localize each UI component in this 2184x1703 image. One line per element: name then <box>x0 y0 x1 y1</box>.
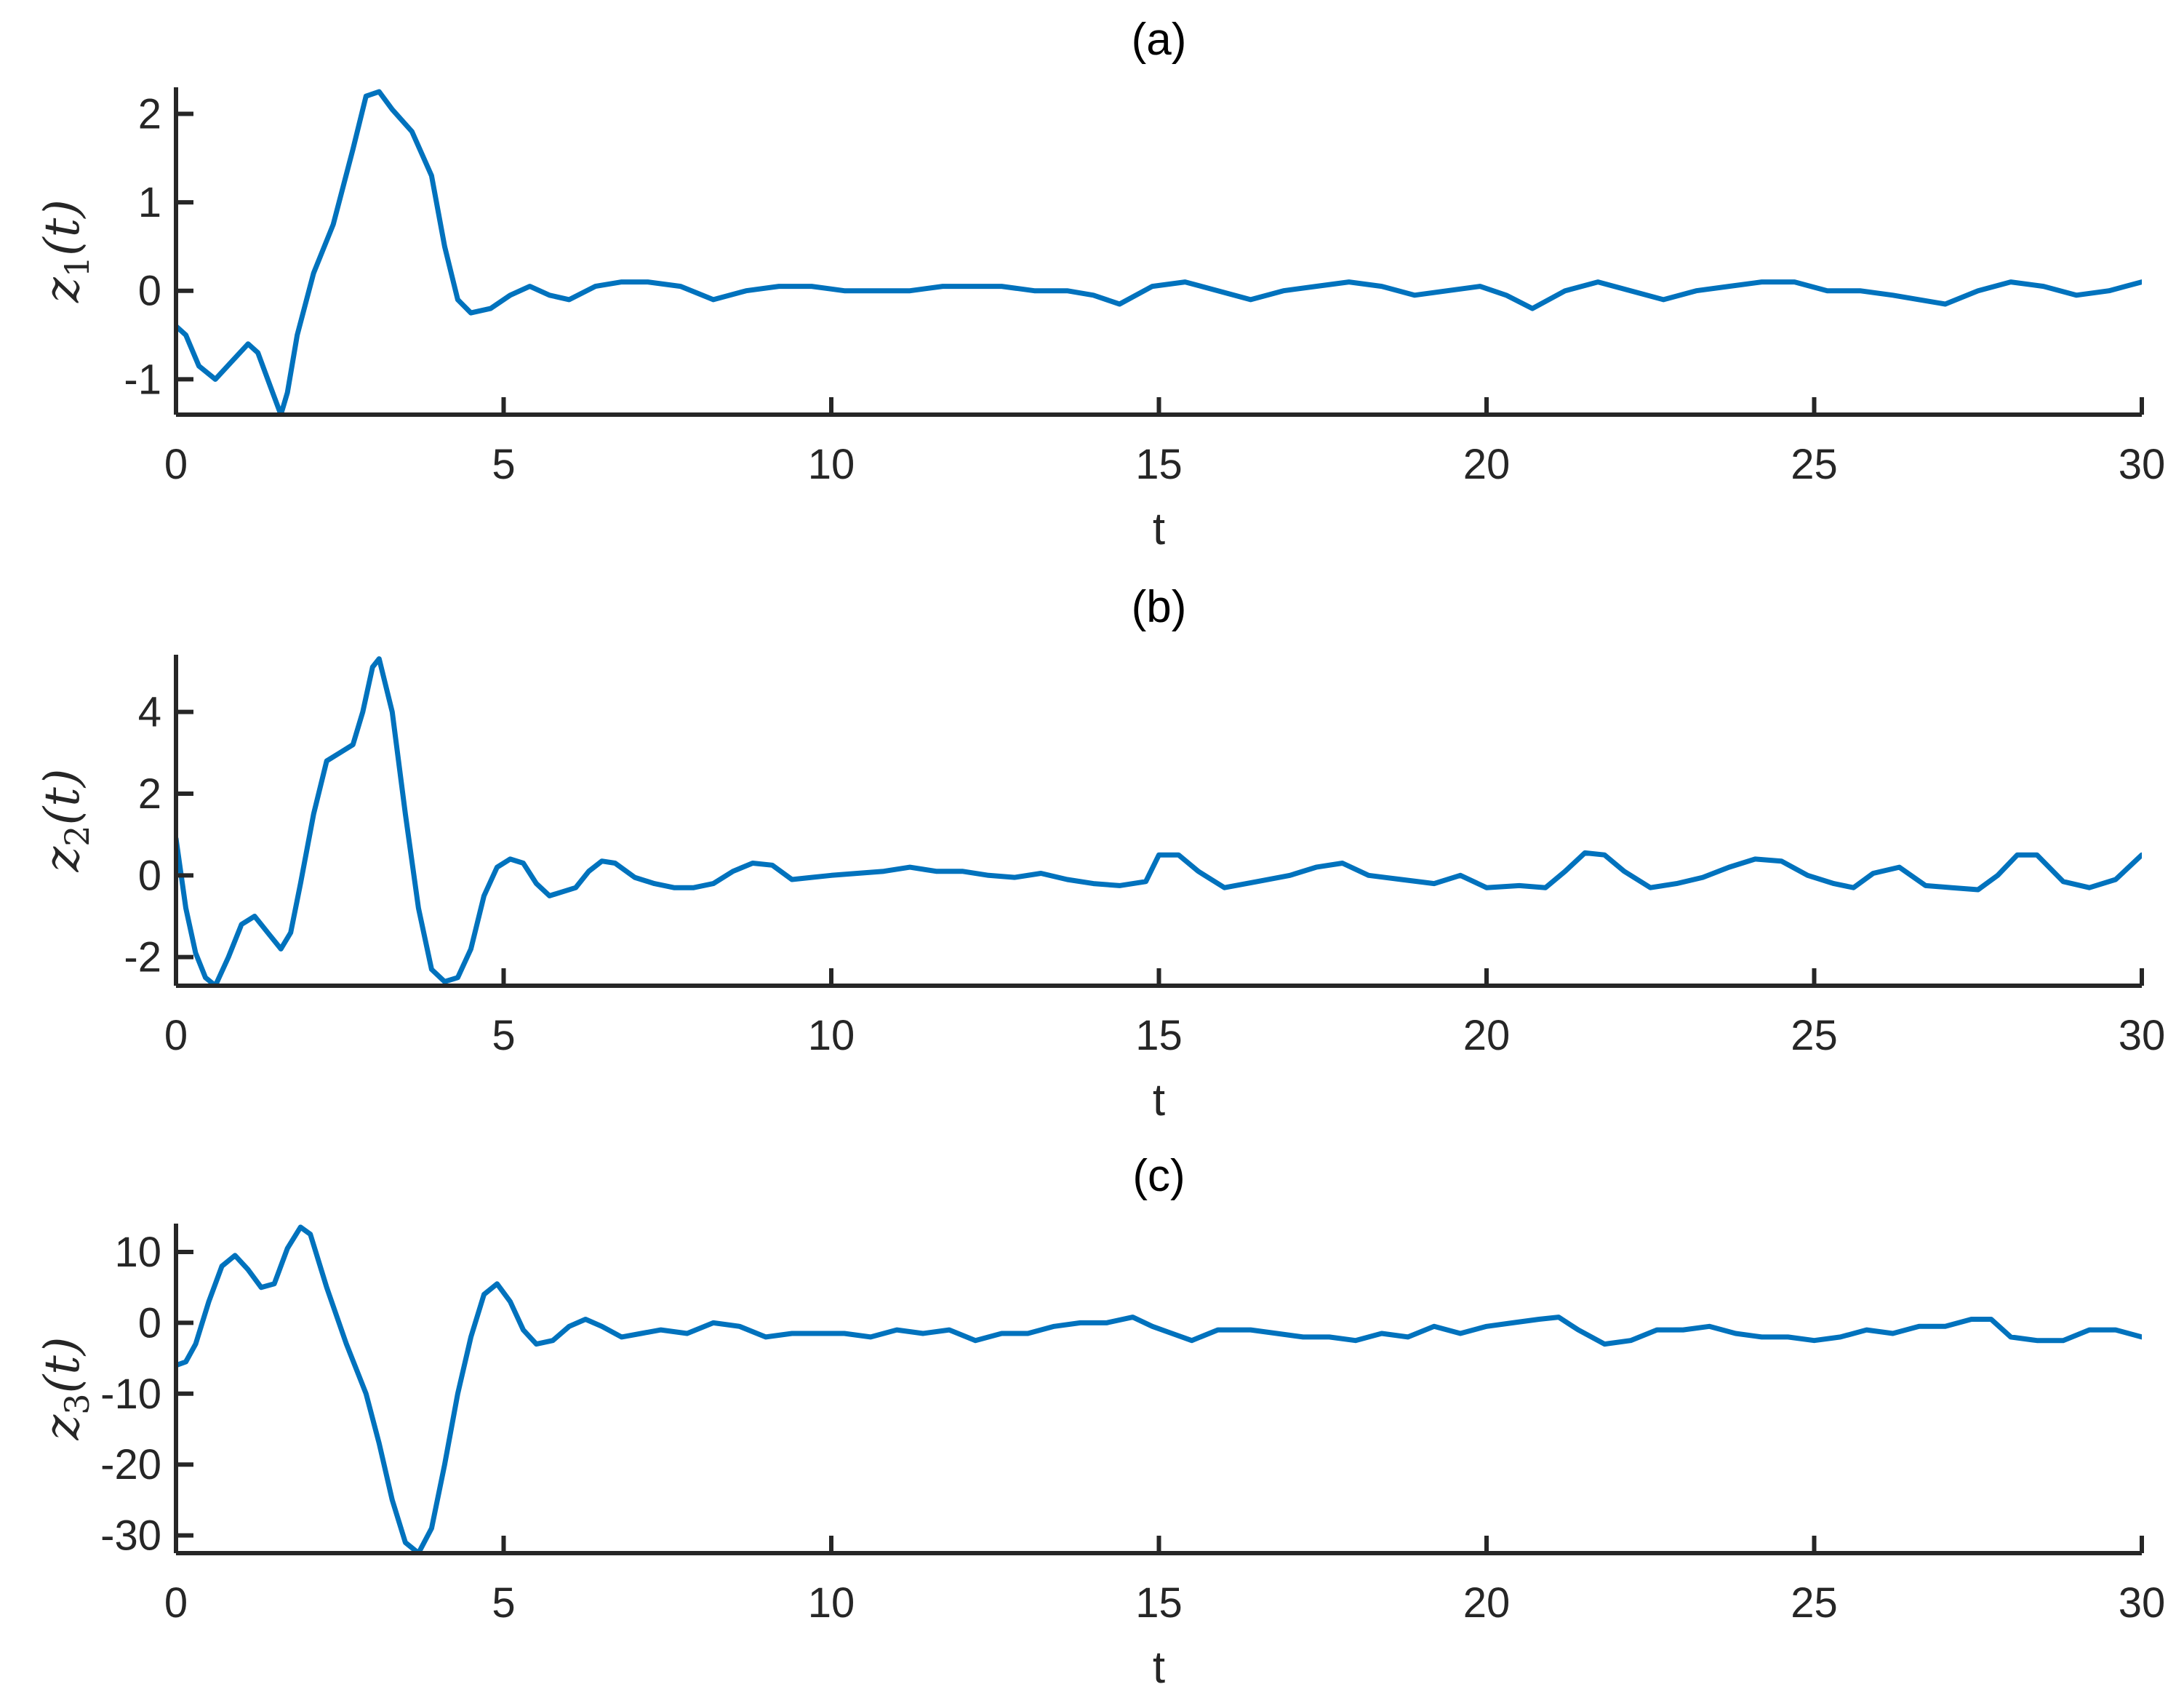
y-axis-label: z2(t) <box>34 768 97 872</box>
x-tick-label: 20 <box>1463 1012 1511 1059</box>
x-axis-label: t <box>1153 1075 1165 1125</box>
x-tick-label: 10 <box>808 441 855 488</box>
x-tick-label: 30 <box>2119 1012 2166 1059</box>
x-tick-label: 5 <box>492 1579 515 1627</box>
x-axis-label: t <box>1153 504 1165 554</box>
x-tick-label: 15 <box>1135 1579 1183 1627</box>
y-label-arg: (t) <box>34 768 90 825</box>
y-tick-label: 4 <box>138 689 161 736</box>
y-tick-label: -20 <box>100 1441 161 1488</box>
y-tick-label: 0 <box>138 268 161 315</box>
y-tick-label: 0 <box>138 852 161 899</box>
x-tick-label: 15 <box>1135 441 1183 488</box>
y-tick-label: -10 <box>100 1371 161 1418</box>
y-tick-label: 0 <box>138 1299 161 1347</box>
x-tick-label: 15 <box>1135 1012 1183 1059</box>
x-tick-label: 25 <box>1791 1579 1838 1627</box>
y-tick-label: 10 <box>114 1229 161 1276</box>
y-axis-label: z3(t) <box>34 1336 97 1440</box>
series-line <box>176 89 2142 415</box>
x-tick-label: 30 <box>2119 441 2166 488</box>
x-tick-label: 10 <box>808 1579 855 1627</box>
y-tick-label: 1 <box>138 179 161 226</box>
y-tick-label: -1 <box>124 356 161 403</box>
y-label-var: z <box>34 276 90 303</box>
y-label-sub: 3 <box>57 1393 97 1414</box>
x-tick-label: 5 <box>492 441 515 488</box>
series-line <box>176 656 2142 986</box>
panel-title: (b) <box>1132 582 1187 632</box>
x-tick-label: 0 <box>164 1012 188 1059</box>
y-label-arg: (t) <box>34 199 90 256</box>
x-tick-label: 30 <box>2119 1579 2166 1627</box>
y-tick-label: -2 <box>124 934 161 981</box>
panel-title: (c) <box>1132 1151 1185 1201</box>
series-line <box>176 1224 2142 1553</box>
y-label-sub: 2 <box>57 825 97 846</box>
x-tick-label: 25 <box>1791 1012 1838 1059</box>
panel-3: (c) 0 5 10 15 20 25 30 -30 -20 -10 0 10 t z3(t) <box>34 1151 2165 1693</box>
y-label-sub: 1 <box>57 256 97 277</box>
y-label-var: z <box>34 846 90 873</box>
x-tick-label: 5 <box>492 1012 515 1059</box>
x-tick-label: 10 <box>808 1012 855 1059</box>
y-label-arg: (t) <box>34 1336 90 1393</box>
y-axis-label: z1(t) <box>34 199 97 303</box>
x-tick-label: 0 <box>164 1579 188 1627</box>
x-tick-label: 20 <box>1463 441 1511 488</box>
y-tick-label: 2 <box>138 90 161 137</box>
y-label-var: z <box>34 1414 90 1441</box>
x-tick-label: 25 <box>1791 441 1838 488</box>
x-tick-label: 20 <box>1463 1579 1511 1627</box>
panel-title: (a) <box>1132 15 1187 65</box>
x-tick-label: 0 <box>164 441 188 488</box>
x-axis-label: t <box>1153 1643 1165 1693</box>
y-tick-label: 2 <box>138 770 161 818</box>
y-tick-label: -30 <box>100 1512 161 1560</box>
